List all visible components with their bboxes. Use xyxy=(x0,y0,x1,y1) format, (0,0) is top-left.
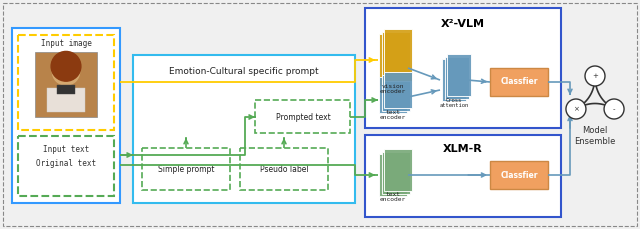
Text: Input text: Input text xyxy=(43,144,89,153)
Text: Prompted text: Prompted text xyxy=(276,112,330,122)
Bar xyxy=(384,149,412,191)
Bar xyxy=(379,77,407,113)
Bar xyxy=(47,88,84,112)
Bar xyxy=(379,154,407,196)
Bar xyxy=(142,148,230,190)
Text: Emotion-Cultural specific prompt: Emotion-Cultural specific prompt xyxy=(169,68,319,76)
Bar xyxy=(255,100,350,133)
Circle shape xyxy=(52,58,79,85)
Text: Cross
attention: Cross attention xyxy=(440,98,468,108)
Text: Original text: Original text xyxy=(36,158,96,167)
Bar xyxy=(379,34,407,86)
Bar xyxy=(490,161,548,189)
Circle shape xyxy=(566,99,586,119)
Circle shape xyxy=(585,66,605,86)
Bar xyxy=(381,152,410,194)
Bar xyxy=(490,68,548,96)
Text: XLM-R: XLM-R xyxy=(443,144,483,154)
Text: ×: × xyxy=(573,106,579,112)
Bar xyxy=(384,72,412,108)
Text: -: - xyxy=(613,106,615,112)
Bar xyxy=(35,52,97,117)
Text: +: + xyxy=(592,73,598,79)
Bar xyxy=(57,85,76,94)
Bar xyxy=(12,28,120,203)
Text: Model
Ensemble: Model Ensemble xyxy=(574,126,616,146)
Bar xyxy=(365,8,561,128)
Bar xyxy=(384,29,412,81)
Circle shape xyxy=(51,52,81,81)
Text: Simple prompt: Simple prompt xyxy=(157,164,214,174)
Bar xyxy=(240,148,328,190)
Circle shape xyxy=(604,99,624,119)
Bar xyxy=(133,55,355,203)
Text: Input image: Input image xyxy=(40,38,92,47)
Bar xyxy=(381,32,410,84)
Bar xyxy=(447,54,471,96)
Text: text
encoder: text encoder xyxy=(380,192,406,202)
Bar xyxy=(365,135,561,217)
Bar xyxy=(442,59,466,101)
Bar xyxy=(18,35,114,130)
Text: Classfier: Classfier xyxy=(500,77,538,87)
Bar xyxy=(381,74,410,111)
Bar xyxy=(445,57,468,98)
Text: X²-VLM: X²-VLM xyxy=(441,19,485,29)
Bar xyxy=(18,136,114,196)
Text: Classfier: Classfier xyxy=(500,171,538,180)
Text: Pseudo label: Pseudo label xyxy=(260,164,308,174)
Text: text
encoder: text encoder xyxy=(380,110,406,120)
Text: vision
encoder: vision encoder xyxy=(380,84,406,94)
